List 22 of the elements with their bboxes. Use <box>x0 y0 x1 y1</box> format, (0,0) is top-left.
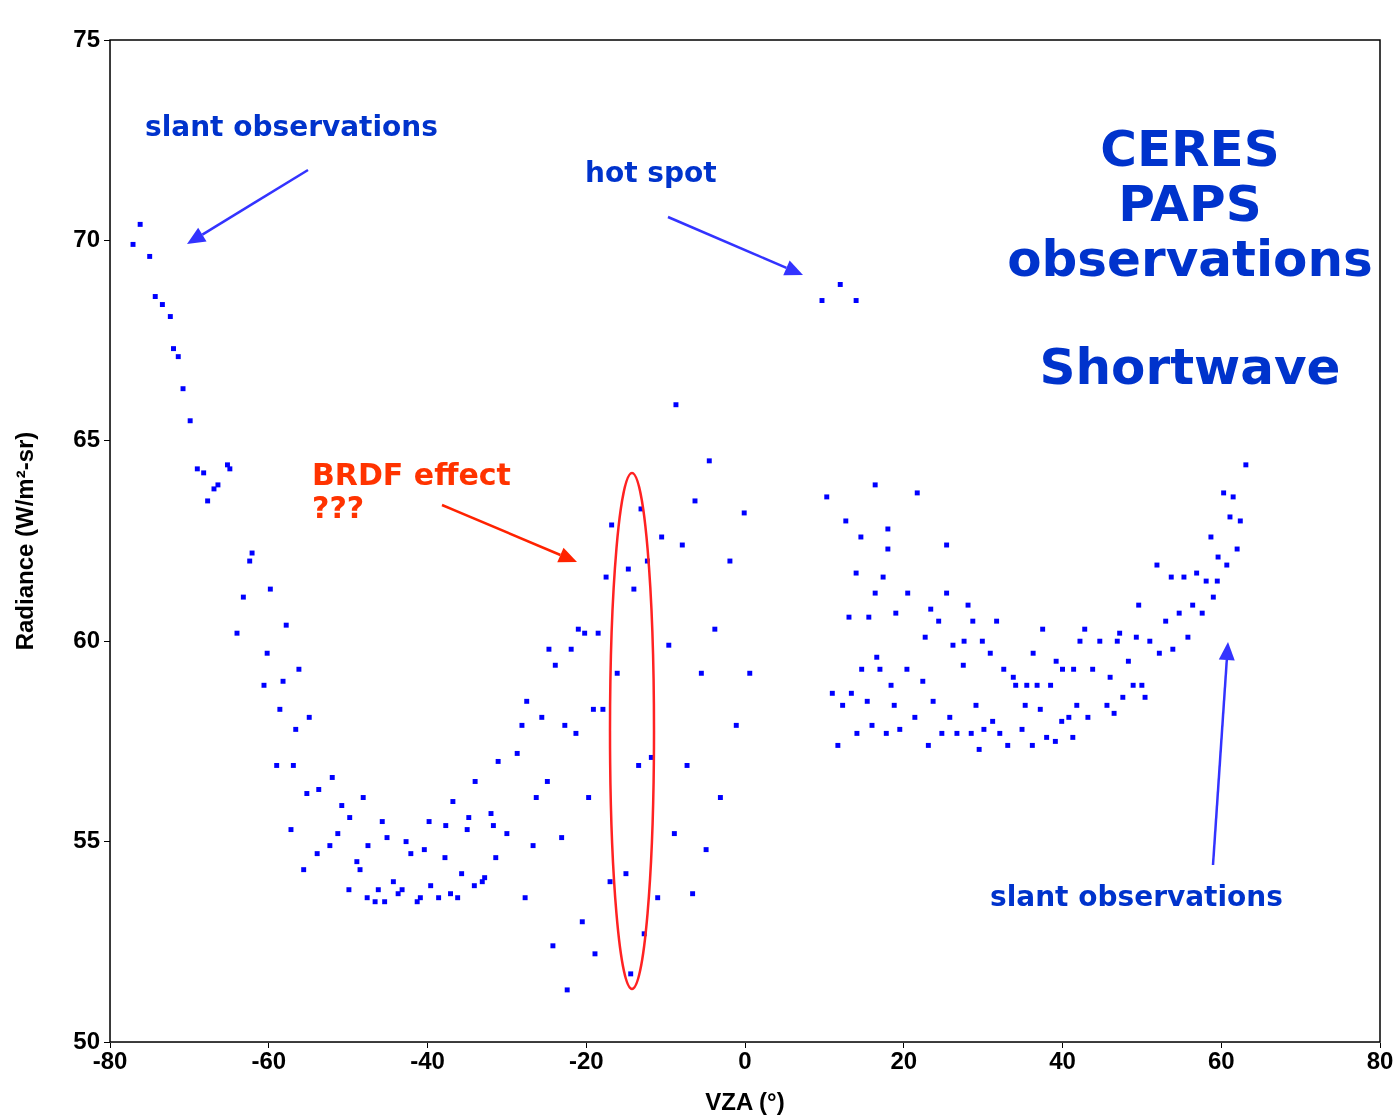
annotation: Shortwave <box>1038 338 1342 396</box>
x-tick-label: 0 <box>738 1047 752 1075</box>
x-axis-title: VZA (°) <box>705 1088 785 1116</box>
y-tick-label: 65 <box>73 425 100 453</box>
annotation: hot spot <box>585 156 717 189</box>
annotation: slant observations <box>990 880 1283 913</box>
y-tick-label: 70 <box>73 225 100 253</box>
x-tick-label: 80 <box>1366 1047 1394 1075</box>
x-tick-label: 20 <box>890 1047 918 1075</box>
y-tick-label: 55 <box>73 826 100 854</box>
y-tick-label: 60 <box>73 625 100 653</box>
x-tick-label: 40 <box>1049 1047 1076 1075</box>
y-tick-label: 75 <box>73 24 100 52</box>
annotation: CERES PAPS observations <box>1006 120 1374 288</box>
x-tick-label: -60 <box>251 1047 287 1075</box>
y-axis-title: Radiance (W/m²-sr) <box>11 431 39 651</box>
annotation: BRDF effect ??? <box>312 457 511 525</box>
x-tick-label: -20 <box>568 1047 604 1075</box>
annotation: slant observations <box>145 110 438 143</box>
x-tick-label: -40 <box>410 1047 445 1075</box>
x-tick-label: 60 <box>1207 1047 1235 1075</box>
y-tick-label: 50 <box>73 1026 100 1054</box>
